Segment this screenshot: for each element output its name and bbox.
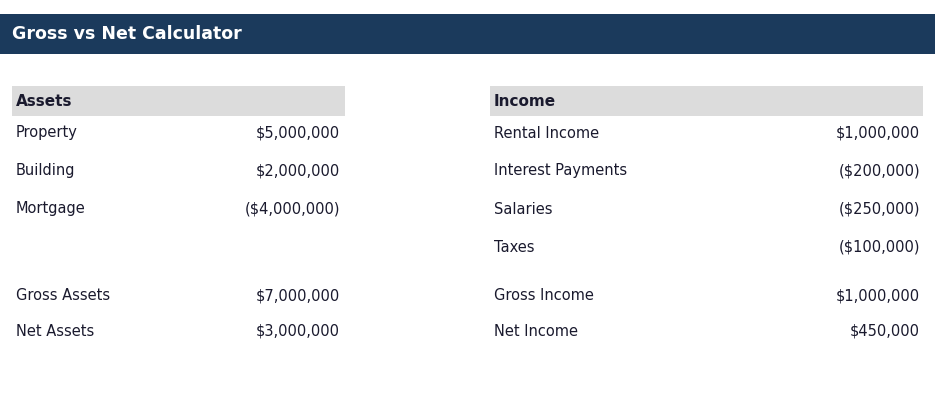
Text: Salaries: Salaries [494, 202, 553, 217]
Text: $2,000,000: $2,000,000 [256, 164, 340, 179]
Text: $3,000,000: $3,000,000 [256, 324, 340, 339]
Text: Taxes: Taxes [494, 239, 535, 254]
Text: Income: Income [494, 94, 556, 109]
Text: Gross vs Net Calculator: Gross vs Net Calculator [12, 25, 242, 43]
Text: $1,000,000: $1,000,000 [836, 288, 920, 303]
Text: $7,000,000: $7,000,000 [256, 288, 340, 303]
Text: Gross Assets: Gross Assets [16, 288, 110, 303]
Text: Building: Building [16, 164, 76, 179]
Text: $450,000: $450,000 [850, 324, 920, 339]
Text: Interest Payments: Interest Payments [494, 164, 627, 179]
Text: ($100,000): ($100,000) [839, 239, 920, 254]
FancyBboxPatch shape [12, 86, 345, 116]
Text: ($200,000): ($200,000) [839, 164, 920, 179]
Text: Mortgage: Mortgage [16, 202, 86, 217]
Text: ($250,000): ($250,000) [839, 202, 920, 217]
Text: Net Income: Net Income [494, 324, 578, 339]
Text: Net Assets: Net Assets [16, 324, 94, 339]
Text: $1,000,000: $1,000,000 [836, 126, 920, 141]
Text: $5,000,000: $5,000,000 [256, 126, 340, 141]
FancyBboxPatch shape [0, 14, 935, 54]
Text: Assets: Assets [16, 94, 73, 109]
FancyBboxPatch shape [490, 86, 923, 116]
Text: ($4,000,000): ($4,000,000) [244, 202, 340, 217]
Text: Gross Income: Gross Income [494, 288, 594, 303]
Text: Property: Property [16, 126, 78, 141]
Text: Rental Income: Rental Income [494, 126, 599, 141]
